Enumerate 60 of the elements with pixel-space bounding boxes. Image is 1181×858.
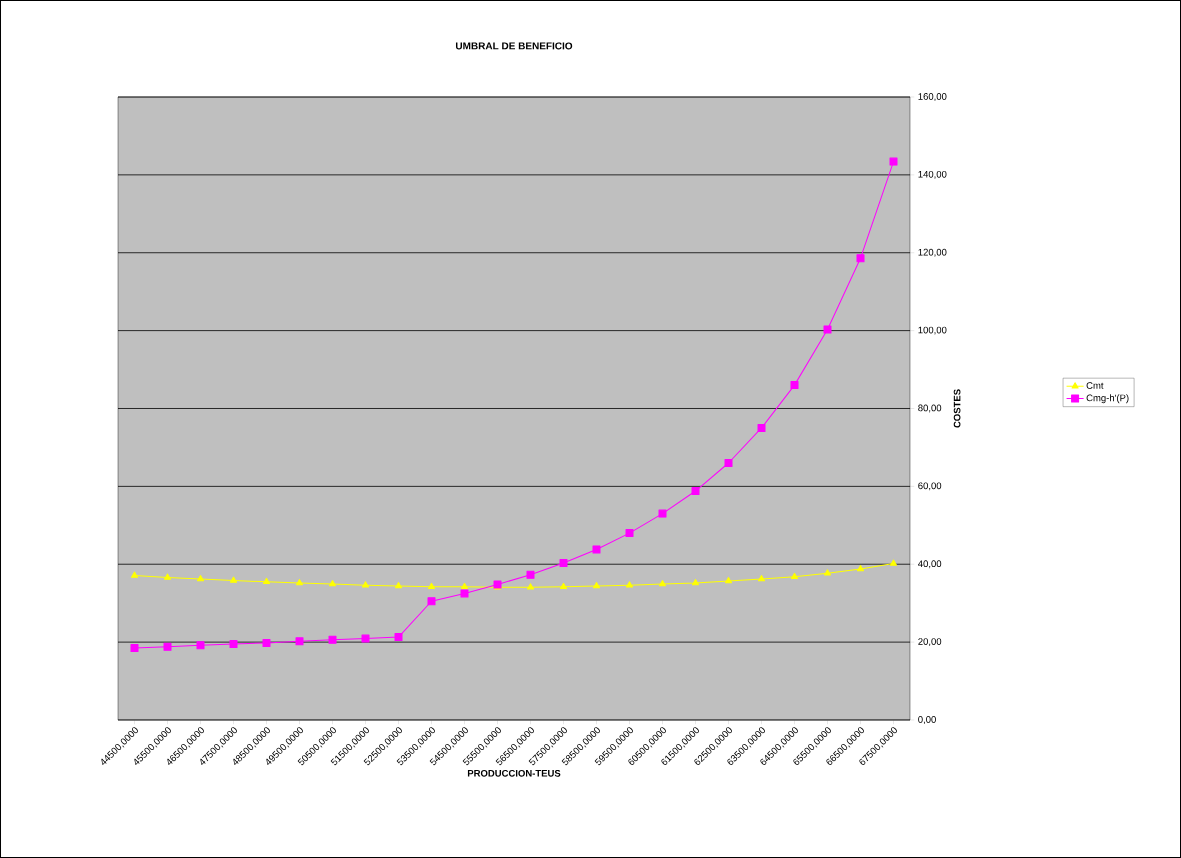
point [592, 582, 601, 589]
point [592, 545, 601, 554]
point [460, 582, 469, 590]
y-tick-label: 120,00 [918, 248, 947, 257]
point [229, 576, 238, 583]
point [823, 325, 832, 334]
point [559, 559, 568, 568]
point [262, 638, 271, 647]
point [130, 571, 139, 578]
point [427, 582, 436, 590]
point [163, 573, 172, 580]
y-tick-label: 100,00 [918, 326, 947, 335]
point [724, 459, 733, 467]
point [361, 634, 370, 643]
point [658, 580, 667, 587]
point [856, 564, 865, 572]
point [625, 581, 634, 588]
y-tick-label: 80,00 [918, 404, 942, 413]
point [328, 580, 337, 587]
point [889, 559, 898, 566]
chart-title: UMBRAL DE BENEFICIO [455, 42, 573, 50]
point [823, 569, 832, 576]
legend-label: Cmg-h'(P) [1086, 394, 1129, 404]
point [394, 582, 403, 589]
point [757, 423, 766, 432]
point [691, 578, 700, 586]
point [691, 487, 700, 496]
point [889, 157, 898, 166]
point [130, 643, 139, 652]
y-tick-label: 20,00 [918, 638, 942, 647]
point [427, 597, 436, 606]
point [196, 641, 205, 650]
point [262, 577, 271, 585]
legend-label: Cmt [1086, 382, 1104, 389]
point [658, 509, 667, 518]
y-tick-label: 160,00 [918, 93, 947, 101]
point [856, 254, 865, 263]
point [328, 635, 337, 644]
point [790, 381, 799, 390]
point [394, 633, 403, 642]
y-tick-label: 140,00 [918, 170, 947, 179]
point [295, 578, 304, 586]
point [361, 581, 370, 588]
point [229, 640, 238, 649]
point [460, 589, 469, 598]
point [757, 575, 766, 582]
point [526, 570, 535, 579]
point [526, 583, 535, 590]
point [163, 642, 172, 651]
y-tick-label: 60,00 [918, 482, 942, 491]
y-axis-title: COSTES [953, 389, 961, 428]
point [625, 529, 634, 538]
point [559, 582, 568, 590]
point [724, 576, 733, 584]
y-tick-label: 0,00 [918, 716, 936, 724]
y-tick-label: 40,00 [918, 560, 942, 569]
point [295, 637, 304, 646]
point [196, 575, 205, 582]
point [790, 572, 799, 579]
x-axis-title: PRODUCCION-TEUS [467, 769, 561, 777]
